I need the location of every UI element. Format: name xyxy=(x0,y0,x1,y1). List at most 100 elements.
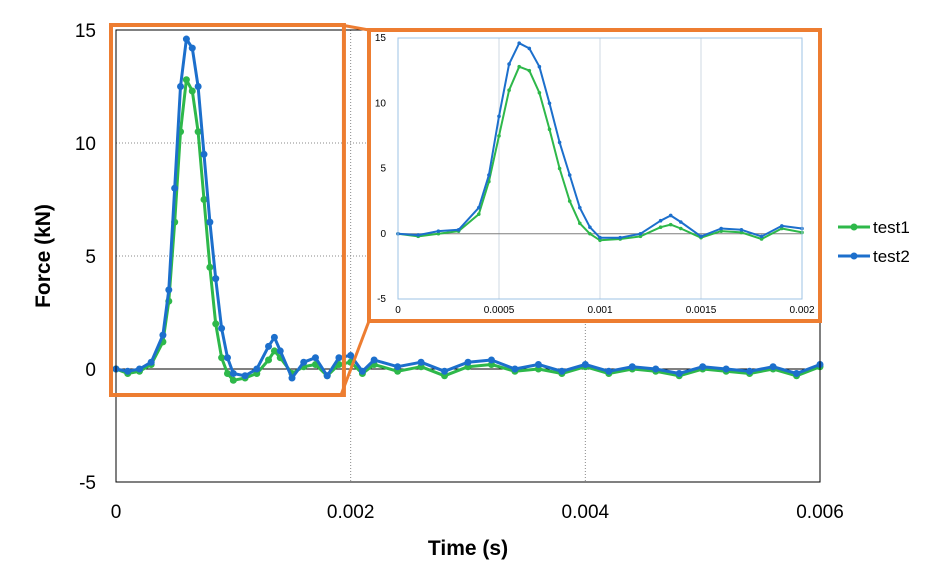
main-point-test2 xyxy=(511,365,519,373)
inset-point-test1 xyxy=(517,64,521,69)
main-x-tick-label: 0.002 xyxy=(327,502,375,523)
inset-point-test2 xyxy=(679,220,683,224)
main-point-test2 xyxy=(534,360,542,368)
main-point-test2 xyxy=(605,367,613,375)
inset-point-test2 xyxy=(658,218,663,223)
main-point-test2 xyxy=(628,363,636,371)
inset-x-tick-label: 0.0005 xyxy=(484,305,515,316)
main-point-test2 xyxy=(223,354,231,362)
main-point-test2 xyxy=(270,333,278,341)
main-point-test2 xyxy=(212,275,220,283)
main-point-test1 xyxy=(212,320,220,328)
inset-point-test1 xyxy=(658,225,663,230)
inset-point-test2 xyxy=(547,101,552,106)
main-point-test2 xyxy=(124,367,132,375)
main-point-test2 xyxy=(165,286,173,294)
inset-series-line-test2 xyxy=(397,42,803,239)
inset-point-test2 xyxy=(436,229,441,233)
inset-point-test2 xyxy=(487,173,491,177)
main-y-tick-label: 5 xyxy=(85,247,96,268)
inset-plot-frame xyxy=(397,37,803,300)
inset-point-test2 xyxy=(638,231,643,236)
legend-label-test1: test1 xyxy=(873,218,910,237)
main-point-test2 xyxy=(558,367,566,375)
main-series xyxy=(112,35,824,384)
main-point-test2 xyxy=(229,370,237,378)
inset-point-test2 xyxy=(507,62,511,66)
zoom-highlight-box xyxy=(109,23,346,397)
inset-outer-frame xyxy=(367,28,822,323)
inset-point-test2 xyxy=(416,233,421,237)
main-x-tick-labels: 0 0.002 0.004 0.006 xyxy=(111,502,844,523)
main-y-tick-label: 10 xyxy=(75,134,96,155)
inset-point-test1 xyxy=(679,226,683,231)
main-point-test2 xyxy=(171,184,179,192)
inset-point-test1 xyxy=(507,88,511,92)
main-point-test2 xyxy=(265,342,273,350)
inset-y-tick-label: 5 xyxy=(380,164,386,175)
inset-point-test2 xyxy=(588,225,592,230)
inset-point-test2 xyxy=(759,234,764,239)
legend-swatch-marker-test2 xyxy=(850,252,858,260)
inset-series xyxy=(396,41,804,243)
main-y-tick-labels: -5 0 5 10 15 xyxy=(75,21,96,494)
main-point-test2 xyxy=(218,324,226,332)
inset-x-tick-label: 0 xyxy=(395,305,401,316)
inset-point-test2 xyxy=(567,173,572,177)
inset-point-test1 xyxy=(668,222,673,227)
main-point-test1 xyxy=(223,370,231,378)
main-point-test2 xyxy=(358,367,366,375)
main-point-test1 xyxy=(182,76,190,84)
inset-point-test1 xyxy=(537,91,542,95)
inset-x-tick-label: 0.002 xyxy=(789,305,814,316)
inset-point-test1 xyxy=(719,229,723,233)
main-point-test2 xyxy=(276,347,284,355)
main-x-tick-label: 0.006 xyxy=(796,502,844,523)
main-x-tick-label: 0 xyxy=(111,502,122,523)
inset-point-test1 xyxy=(578,221,582,226)
zoom-overlay xyxy=(109,23,371,397)
main-point-test2 xyxy=(188,44,196,52)
inset-point-test2 xyxy=(557,140,562,145)
main-point-test1 xyxy=(218,354,226,362)
inset-point-test1 xyxy=(780,226,784,231)
main-point-test2 xyxy=(135,365,143,373)
inset-series-line-test1 xyxy=(397,65,803,242)
inset-y-tick-label: 15 xyxy=(375,33,387,44)
main-x-tick-label: 0.004 xyxy=(562,502,610,523)
main-point-test2 xyxy=(200,150,208,158)
inset-point-test2 xyxy=(537,64,542,69)
main-point-test2 xyxy=(487,356,495,364)
inset-point-test2 xyxy=(497,114,501,119)
inset-x-tick-label: 0.001 xyxy=(587,305,612,316)
main-point-test2 xyxy=(417,358,425,366)
main-point-test2 xyxy=(194,83,202,90)
inset-point-test2 xyxy=(618,235,622,240)
main-point-test2 xyxy=(177,83,185,90)
inset-point-test1 xyxy=(598,238,602,243)
main-point-test1 xyxy=(206,263,214,271)
main-point-test2 xyxy=(581,360,589,368)
main-y-tick-label: -5 xyxy=(79,473,96,494)
inset-plot: -5 0 5 10 15 0 0.0005 0.001 0.0015 0.002 xyxy=(367,28,822,323)
main-point-test2 xyxy=(347,351,355,359)
main-point-test2 xyxy=(793,370,801,378)
main-point-test2 xyxy=(300,358,308,366)
main-plot: -5 0 5 10 15 0 0.002 0.004 0.006 Time (s) Force… xyxy=(32,21,844,560)
main-point-test1 xyxy=(194,128,202,136)
main-point-test2 xyxy=(394,363,402,371)
main-point-test1 xyxy=(200,196,208,203)
main-point-test1 xyxy=(270,347,278,355)
main-point-test2 xyxy=(675,370,683,378)
main-point-test2 xyxy=(699,363,707,371)
inset-point-test2 xyxy=(719,226,723,231)
main-point-test2 xyxy=(159,331,167,339)
inset-point-test1 xyxy=(477,212,481,216)
inset-point-test1 xyxy=(436,231,441,236)
inset-point-test1 xyxy=(638,234,643,239)
main-point-test2 xyxy=(323,372,331,380)
inset-point-test1 xyxy=(739,230,744,235)
main-point-test2 xyxy=(288,374,296,382)
main-point-test1 xyxy=(229,376,237,384)
